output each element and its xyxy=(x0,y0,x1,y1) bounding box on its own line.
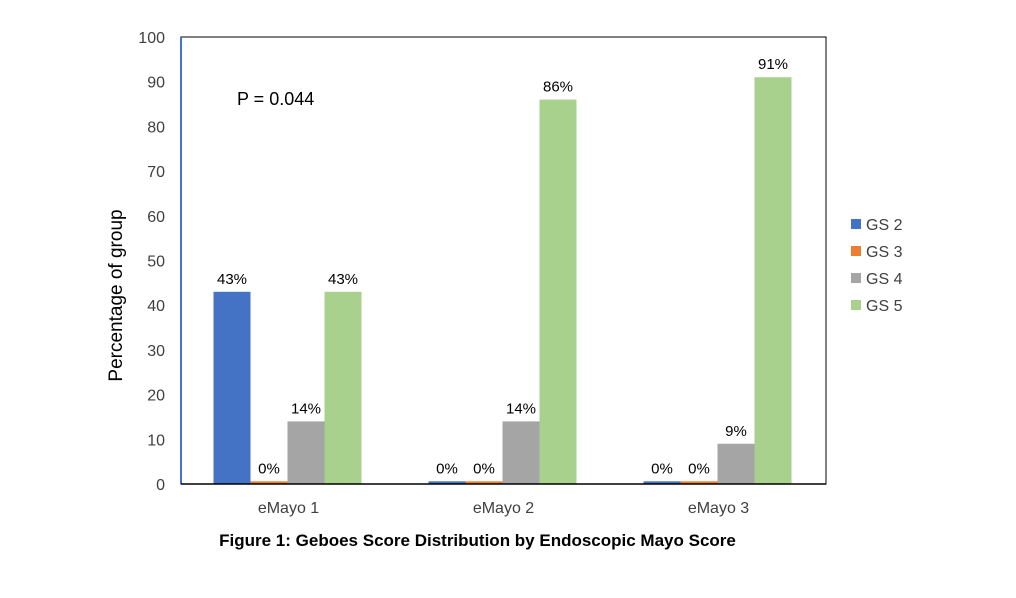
bar-gs-3 xyxy=(680,481,718,484)
bar-gs-2 xyxy=(428,481,466,484)
data-label: 0% xyxy=(688,460,710,477)
data-label: 86% xyxy=(543,79,573,96)
y-tick-label: 90 xyxy=(147,75,165,92)
y-tick-label: 30 xyxy=(147,343,165,360)
legend-swatch xyxy=(851,246,861,256)
data-label: 0% xyxy=(473,460,495,477)
bar-gs-4 xyxy=(287,421,325,484)
bar-gs-5 xyxy=(324,291,362,484)
y-tick-label: 70 xyxy=(147,164,165,181)
bar-gs-3 xyxy=(250,481,288,484)
y-tick-label: 20 xyxy=(147,388,165,405)
y-tick-label: 50 xyxy=(147,254,165,271)
bar-gs-2 xyxy=(643,481,681,484)
data-label: 0% xyxy=(258,460,280,477)
y-tick-label: 10 xyxy=(147,432,165,449)
y-tick-label: 100 xyxy=(138,30,165,47)
y-tick-label: 80 xyxy=(147,119,165,136)
data-label: 14% xyxy=(291,400,321,417)
p-value-annotation: P = 0.044 xyxy=(237,89,314,109)
legend-label: GS 3 xyxy=(866,244,903,261)
figure-caption: Figure 1: Geboes Score Distribution by E… xyxy=(219,531,736,550)
legend-label: GS 5 xyxy=(866,298,903,315)
bar-gs-5 xyxy=(754,77,792,484)
y-tick-label: 0 xyxy=(156,477,165,494)
legend-swatch xyxy=(851,300,861,310)
x-tick-label: eMayo 2 xyxy=(473,500,534,517)
data-label: 0% xyxy=(651,460,673,477)
legend-swatch xyxy=(851,273,861,283)
bar-gs-5 xyxy=(539,99,577,484)
data-label: 91% xyxy=(758,56,788,73)
bar-gs-4 xyxy=(717,443,755,484)
y-tick-label: 40 xyxy=(147,298,165,315)
data-label: 9% xyxy=(725,423,747,440)
y-tick-label: 60 xyxy=(147,209,165,226)
bar-gs-4 xyxy=(502,421,540,484)
data-label: 43% xyxy=(217,271,247,288)
data-label: 43% xyxy=(328,271,358,288)
legend-label: GS 4 xyxy=(866,271,903,288)
data-label: 14% xyxy=(506,400,536,417)
legend-swatch xyxy=(851,219,861,229)
bar-gs-2 xyxy=(213,291,251,484)
data-label: 0% xyxy=(436,460,458,477)
legend-label: GS 2 xyxy=(866,217,903,234)
x-tick-label: eMayo 3 xyxy=(688,500,749,517)
bar-gs-3 xyxy=(465,481,503,484)
y-axis-title: Percentage of group xyxy=(106,209,127,381)
x-tick-label: eMayo 1 xyxy=(258,500,319,517)
